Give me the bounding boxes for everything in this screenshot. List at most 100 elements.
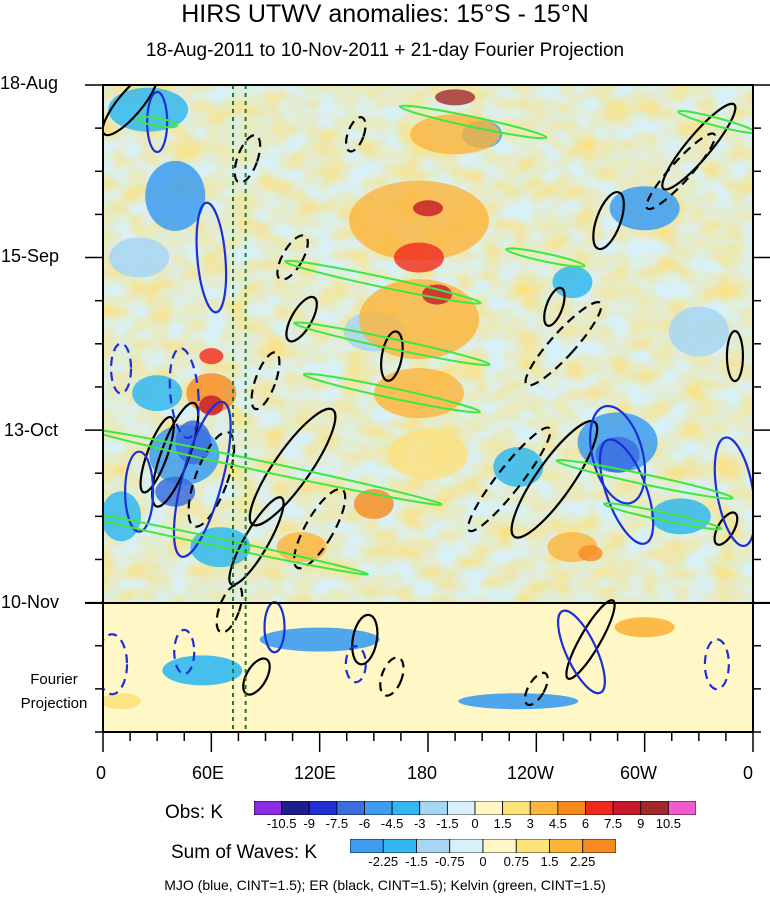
- x-tick-label: 0: [96, 763, 107, 783]
- y-tick-label: 15-Sep: [1, 246, 60, 266]
- mjo-contour: [109, 342, 133, 395]
- er-contour: [592, 190, 625, 251]
- anomaly-patch: [609, 186, 680, 231]
- colorbar-tick-label: 1.5: [540, 854, 559, 869]
- anomaly-patch: [109, 237, 170, 278]
- colorbar-tick-label: 6: [581, 816, 590, 831]
- y-tick-label: 18-Aug: [0, 73, 59, 93]
- colorbar-tick-label: 10.5: [655, 816, 682, 831]
- er-contour: [250, 351, 281, 411]
- colorbar-swatch: [585, 801, 614, 815]
- mjo-contour: [703, 638, 730, 691]
- chart-title: HIRS UTWV anomalies: 15°S - 15°N: [181, 0, 589, 28]
- colorbar-swatch: [254, 801, 283, 815]
- mjo-contour: [556, 609, 606, 695]
- colorbar-swatch: [419, 801, 448, 815]
- x-tick-label: 120W: [507, 763, 555, 783]
- x-tick-label: 180: [407, 763, 438, 783]
- colorbar-swatch: [336, 801, 365, 815]
- mjo-contour: [124, 450, 155, 533]
- kelvin-contour: [302, 372, 481, 414]
- er-contour: [467, 426, 552, 533]
- waves-colorbar: [350, 839, 616, 853]
- y-tick-label: 10-Nov: [1, 592, 60, 612]
- colorbar-tick-label: -9: [303, 816, 316, 831]
- colorbar-tick-label: 4.5: [548, 816, 567, 831]
- anomaly-patch: [199, 395, 224, 416]
- er-contour: [661, 102, 737, 191]
- colorbar-swatch: [416, 839, 451, 853]
- er-contour: [725, 330, 745, 383]
- er-contour: [187, 430, 236, 528]
- colorbar-swatch: [557, 801, 586, 815]
- kelvin-contour: [103, 506, 369, 576]
- kelvin-contour: [555, 459, 734, 500]
- er-contour: [293, 487, 347, 570]
- mjo-contour: [589, 404, 647, 505]
- projection-patch: [103, 693, 142, 710]
- colorbar-tick-label: -7.5: [325, 816, 349, 831]
- colorbar-swatch: [515, 839, 550, 853]
- er-contour: [344, 116, 367, 153]
- mjo-contour: [195, 201, 228, 314]
- colorbar-tick-label: 0.75: [503, 854, 529, 869]
- colorbar-swatch: [350, 839, 384, 853]
- er-contour: [103, 85, 159, 137]
- projection-label: Fourier Projection: [20, 671, 88, 712]
- mjo-contour: [103, 633, 129, 696]
- mjo-contour: [172, 400, 232, 558]
- colorbar-tick-label: -4.5: [380, 816, 404, 831]
- colorbar-tick-label: -0.75: [434, 854, 465, 869]
- anomaly-patch: [103, 491, 142, 542]
- kelvin-contour: [136, 115, 178, 129]
- anomaly-patch: [393, 242, 444, 273]
- colorbar-swatch: [667, 801, 696, 815]
- er-contour: [713, 511, 739, 546]
- y-tick-label: 13-Oct: [4, 420, 59, 440]
- colorbar-swatch: [482, 839, 517, 853]
- anomaly-patch: [595, 436, 640, 473]
- x-tick-label: 60W: [620, 763, 658, 783]
- x-tick-label: 0: [743, 763, 754, 783]
- anomaly-patch: [132, 375, 183, 412]
- kelvin-contour: [103, 428, 443, 506]
- obs-colorbar: [254, 801, 696, 815]
- x-tick-label: 120E: [294, 763, 337, 783]
- colorbar-swatch: [281, 801, 310, 815]
- colorbar-tick-label: 2.25: [570, 854, 596, 869]
- kelvin-contour: [284, 259, 482, 305]
- colorbar-tick-label: 7.5: [604, 816, 623, 831]
- colorbar-tick-label: 3: [526, 816, 534, 831]
- projection-patch: [162, 655, 243, 686]
- anomaly-patch: [358, 279, 479, 360]
- colorbar-swatch: [612, 801, 642, 815]
- colorbar-tick-label: 0: [479, 854, 487, 869]
- colorbar-swatch: [549, 839, 584, 853]
- colorbar-tick-label: -1.5: [405, 854, 428, 869]
- colorbar-tick-label: -1.5: [436, 816, 459, 831]
- legend-footer: MJO (blue, CINT=1.5); ER (black, CINT=1.…: [164, 877, 606, 893]
- er-contour: [510, 419, 599, 539]
- anomaly-patch: [388, 429, 468, 480]
- colorbar-swatch: [529, 801, 559, 815]
- colorbar-swatch: [446, 801, 476, 815]
- anomaly-patch: [668, 306, 729, 357]
- er-contour: [523, 671, 549, 707]
- colorbar-swatch: [640, 801, 669, 815]
- waves-colorbar-title: Sum of Waves: K: [171, 842, 318, 863]
- colorbar-tick-label: -6: [358, 816, 371, 831]
- colorbar-swatch: [449, 839, 484, 853]
- anomaly-patch: [348, 180, 489, 261]
- kelvin-contour: [603, 502, 723, 531]
- colorbar-tick-label: -2.25: [368, 854, 399, 869]
- kelvin-contour: [505, 247, 586, 268]
- colorbar-swatch: [391, 801, 421, 815]
- colorbar-tick-label: -3: [413, 816, 426, 831]
- colorbar-swatch: [382, 839, 417, 853]
- er-contour: [524, 301, 603, 387]
- mjo-contour: [173, 628, 196, 675]
- mjo-contour: [168, 347, 200, 440]
- er-contour: [139, 415, 175, 494]
- anomaly-patch: [435, 89, 476, 106]
